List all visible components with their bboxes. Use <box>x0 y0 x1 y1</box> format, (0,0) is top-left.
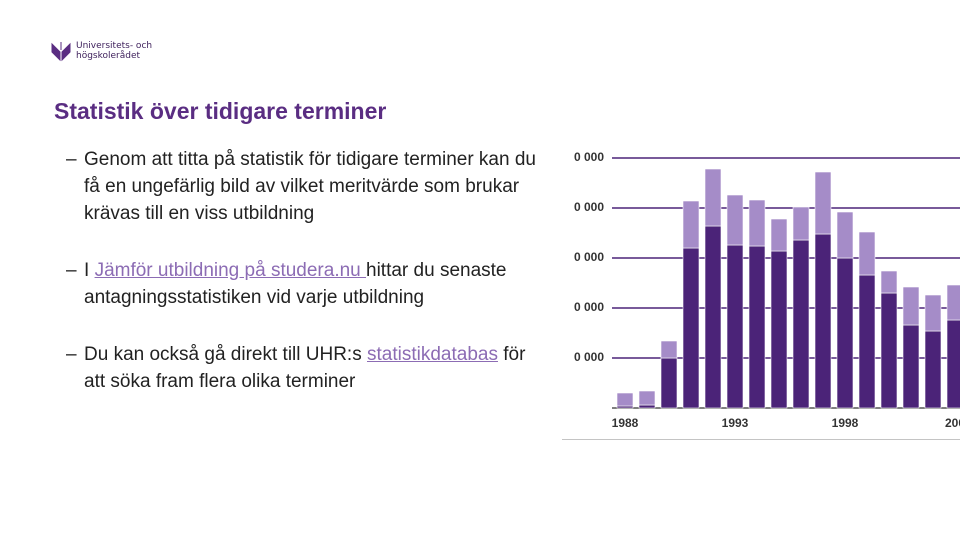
bullet: I Jämför utbildning på studera.nu hittar… <box>66 257 536 311</box>
bar-segment <box>616 392 634 407</box>
bullet-list: Genom att titta på statistik för tidigar… <box>66 146 536 425</box>
bar-segment <box>902 324 920 409</box>
bar-segment <box>858 231 876 276</box>
y-tick-label: 0 000 <box>574 150 604 164</box>
bullet-text: I <box>84 260 95 281</box>
bar-segment <box>704 225 722 409</box>
bullet-text: Genom att titta på statistik för tidigar… <box>84 149 536 224</box>
bullet-text: för att söka fram flera olika terminer <box>84 344 526 392</box>
bar-segment <box>880 292 898 409</box>
bar-segment <box>836 211 854 259</box>
logo-text: Universitets- och <box>76 41 153 51</box>
link[interactable]: Jämför utbildning på studera.nu <box>94 260 367 281</box>
bar-segment <box>924 330 942 409</box>
bar-segment <box>814 233 832 409</box>
chart: 0 000 0 000 0 000 0 000 0 000 1988 1993 1998 200 <box>562 150 960 440</box>
bullet: Genom att titta på statistik för tidigar… <box>66 146 536 227</box>
bar-segment <box>638 390 656 406</box>
x-tick-label: 200 <box>945 416 960 430</box>
y-tick-label: 0 000 <box>574 250 604 264</box>
bar-segment <box>660 340 678 359</box>
x-tick-label: 1988 <box>612 416 639 430</box>
bar-segment <box>748 245 766 409</box>
bar-segment <box>836 257 854 409</box>
slide-title: Statistik över tidigare terminer <box>54 98 387 124</box>
bar-segment <box>682 247 700 409</box>
bar-segment <box>814 171 832 235</box>
x-tick-label: 1998 <box>832 416 859 430</box>
bullet-text: Du kan också gå direkt till UHR:s <box>84 344 367 365</box>
bar-segment <box>946 319 960 409</box>
bar-segment <box>638 404 656 409</box>
y-tick-label: 0 000 <box>574 300 604 314</box>
bar-segment <box>792 239 810 409</box>
bar-segment <box>726 244 744 409</box>
bar-segment <box>748 199 766 247</box>
y-tick-label: 0 000 <box>574 200 604 214</box>
link[interactable]: statistikdatabas <box>367 344 498 365</box>
bar-segment <box>726 194 744 246</box>
bullet: Du kan också gå direkt till UHR:s statis… <box>66 341 536 395</box>
logo-icon <box>51 42 71 62</box>
x-tick-label: 1993 <box>722 416 749 430</box>
bar-segment <box>858 274 876 409</box>
logo: Universitets- och högskolerådet <box>50 40 152 62</box>
logo-text: högskolerådet <box>76 51 141 61</box>
bar-segment <box>704 168 722 227</box>
bar-segment <box>946 284 960 321</box>
bar-segment <box>924 294 942 332</box>
bullet-text: hittar du senaste antagningsstatistiken … <box>84 260 507 308</box>
bar-segment <box>880 270 898 294</box>
bar-segment <box>902 286 920 326</box>
bar-segment <box>792 206 810 241</box>
y-tick-label: 0 000 <box>574 350 604 364</box>
bar-segment <box>770 218 788 252</box>
bar-segment <box>660 357 678 409</box>
bar-segment <box>682 200 700 249</box>
bar-segment <box>770 250 788 409</box>
